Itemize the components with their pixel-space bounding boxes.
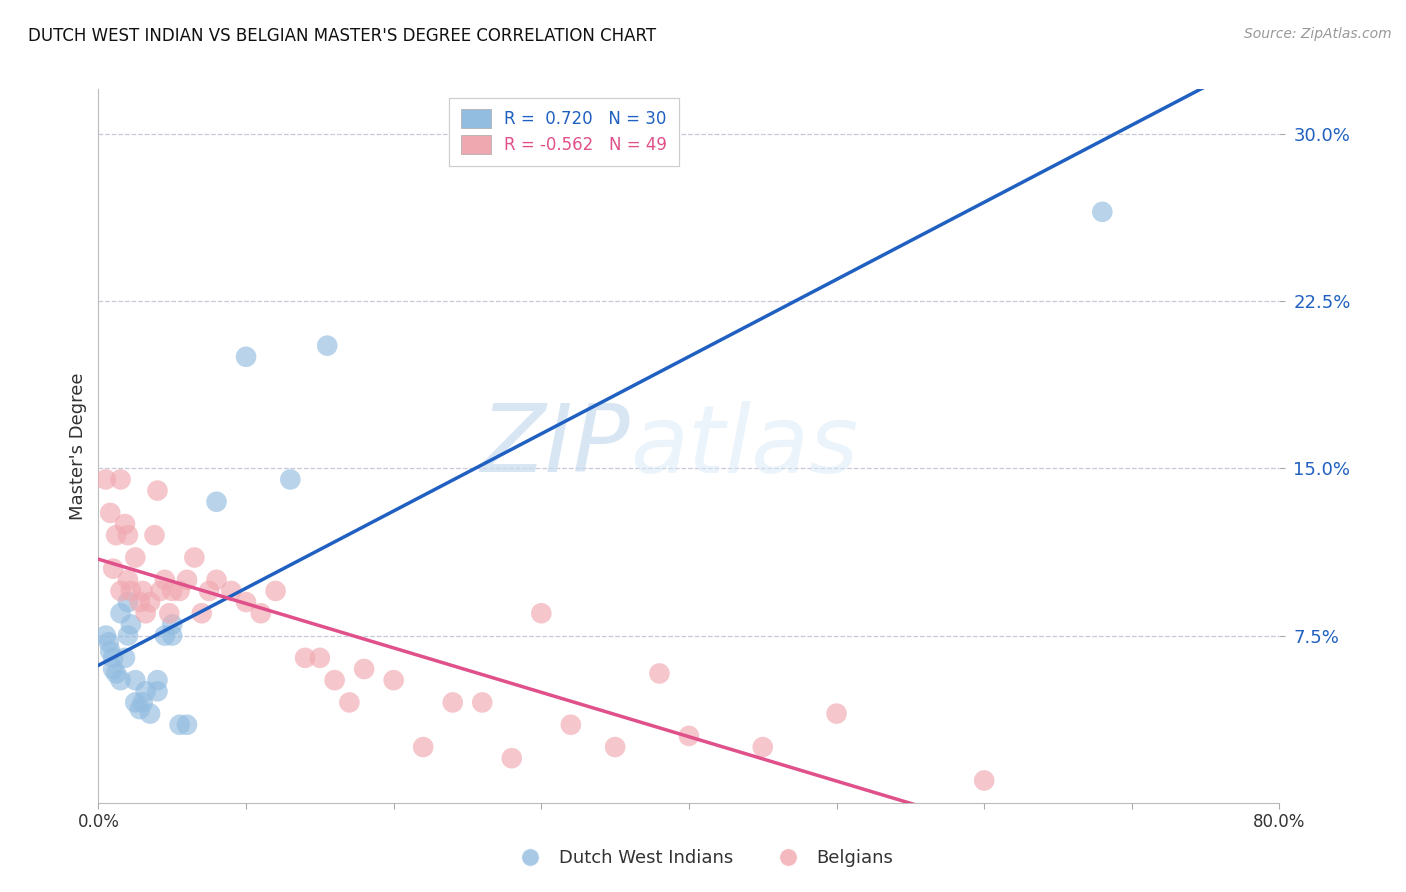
- Point: [162, 617, 183, 632]
- Point: [162, 628, 183, 642]
- Point: [124, 696, 146, 710]
- Point: [294, 651, 316, 665]
- Point: [471, 696, 494, 710]
- Point: [97, 635, 120, 649]
- Point: [139, 706, 162, 721]
- Point: [135, 684, 157, 698]
- Point: [124, 673, 146, 687]
- Point: [353, 662, 375, 676]
- Point: [128, 595, 150, 609]
- Point: [110, 473, 132, 487]
- Point: [1091, 204, 1114, 219]
- Point: [117, 528, 139, 542]
- Text: ZIP: ZIP: [481, 401, 630, 491]
- Point: [973, 773, 995, 788]
- Point: [132, 583, 155, 598]
- Point: [250, 607, 273, 621]
- Point: [139, 595, 162, 609]
- Point: [648, 666, 671, 681]
- Point: [103, 562, 125, 576]
- Point: [157, 607, 180, 621]
- Point: [124, 550, 146, 565]
- Point: [191, 607, 214, 621]
- Point: [94, 628, 117, 642]
- Point: [146, 673, 169, 687]
- Point: [825, 706, 848, 721]
- Point: [169, 717, 191, 731]
- Point: [132, 696, 155, 710]
- Point: [441, 696, 464, 710]
- Text: atlas: atlas: [630, 401, 858, 491]
- Point: [751, 740, 773, 755]
- Point: [105, 666, 128, 681]
- Point: [530, 607, 553, 621]
- Point: [143, 528, 166, 542]
- Point: [382, 673, 405, 687]
- Point: [235, 595, 257, 609]
- Point: [264, 583, 287, 598]
- Point: [117, 573, 139, 587]
- Point: [183, 550, 205, 565]
- Point: [323, 673, 346, 687]
- Point: [153, 628, 176, 642]
- Point: [337, 696, 360, 710]
- Point: [149, 583, 172, 598]
- Point: [110, 607, 132, 621]
- Point: [114, 517, 136, 532]
- Text: Source: ZipAtlas.com: Source: ZipAtlas.com: [1244, 27, 1392, 41]
- Point: [316, 338, 339, 352]
- Point: [146, 684, 169, 698]
- Point: [117, 595, 139, 609]
- Point: [162, 583, 183, 598]
- Point: [117, 628, 139, 642]
- Point: [605, 740, 627, 755]
- Point: [105, 528, 128, 542]
- Legend: Dutch West Indians, Belgians: Dutch West Indians, Belgians: [505, 842, 901, 874]
- Point: [94, 473, 117, 487]
- Point: [110, 673, 132, 687]
- Point: [98, 506, 121, 520]
- Point: [176, 573, 198, 587]
- Point: [128, 702, 150, 716]
- Point: [98, 644, 121, 658]
- Point: [678, 729, 700, 743]
- Point: [120, 617, 142, 632]
- Point: [501, 751, 523, 765]
- Point: [219, 583, 242, 598]
- Legend: R =  0.720   N = 30, R = -0.562   N = 49: R = 0.720 N = 30, R = -0.562 N = 49: [450, 97, 679, 166]
- Point: [114, 651, 136, 665]
- Point: [103, 651, 125, 665]
- Point: [278, 473, 302, 487]
- Point: [103, 662, 125, 676]
- Point: [153, 573, 176, 587]
- Point: [235, 350, 257, 364]
- Point: [205, 494, 228, 508]
- Y-axis label: Master's Degree: Master's Degree: [69, 372, 87, 520]
- Point: [110, 583, 132, 598]
- Point: [176, 717, 198, 731]
- Point: [309, 651, 332, 665]
- Point: [120, 583, 142, 598]
- Point: [198, 583, 221, 598]
- Point: [169, 583, 191, 598]
- Text: DUTCH WEST INDIAN VS BELGIAN MASTER'S DEGREE CORRELATION CHART: DUTCH WEST INDIAN VS BELGIAN MASTER'S DE…: [28, 27, 657, 45]
- Point: [412, 740, 434, 755]
- Point: [205, 573, 228, 587]
- Point: [135, 607, 157, 621]
- Point: [146, 483, 169, 498]
- Point: [560, 717, 582, 731]
